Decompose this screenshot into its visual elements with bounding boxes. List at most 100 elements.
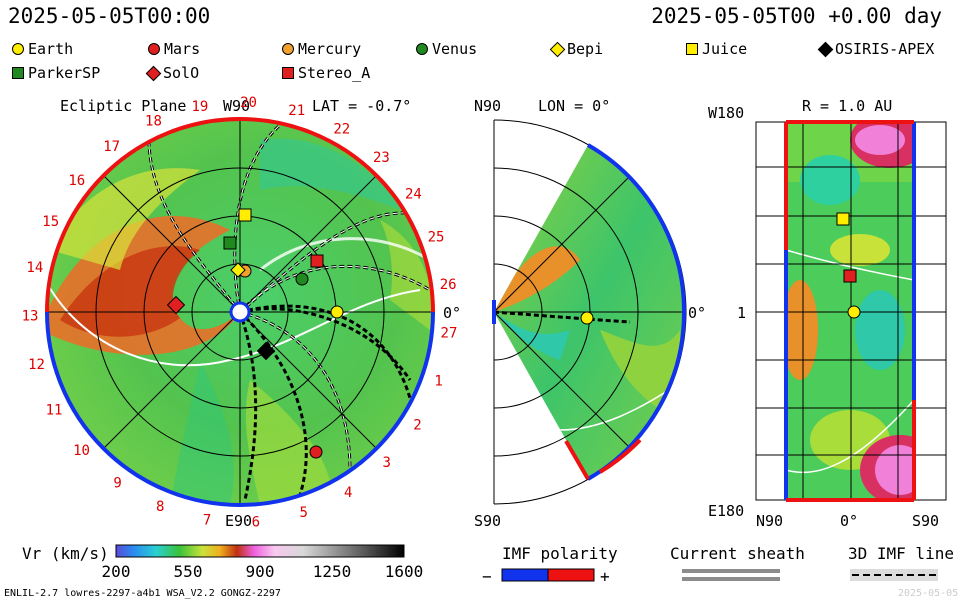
legend-bepi: Bepi	[549, 40, 604, 58]
ecliptic-rim-negative	[45, 311, 435, 507]
rect-x-right: S90	[912, 512, 939, 530]
carrington-tick-label: 21	[288, 103, 305, 119]
legend-mars: Mars	[148, 40, 200, 58]
ecliptic-top-label: W90	[223, 97, 250, 115]
legend-label: Venus	[432, 40, 478, 58]
meridional-panel	[492, 119, 687, 505]
rect-bottom-left: E180	[708, 502, 744, 520]
mars-marker-icon	[309, 445, 323, 459]
carrington-tick-label: 27	[441, 326, 458, 342]
earth-marker-icon	[12, 43, 24, 55]
carrington-tick-label: 20	[240, 95, 257, 111]
legend-label: Stereo_A	[298, 64, 371, 82]
parker-marker-icon	[223, 236, 237, 250]
carrington-tick-label: 8	[156, 499, 164, 515]
carrington-tick-label: 22	[333, 121, 350, 137]
meridional-lon-label: LON = 0°	[538, 97, 610, 115]
venus-marker-icon	[416, 43, 428, 55]
imf-line-swatch	[850, 569, 938, 581]
mars-marker-icon	[148, 43, 160, 55]
colorbar-ticks: 200 550 900 1250 1600	[102, 562, 424, 581]
ecliptic-lat-label: LAT = -0.7°	[312, 97, 411, 115]
legend-juice: Juice	[686, 40, 747, 58]
colorbar-label: Vr (km/s)	[22, 544, 109, 563]
colorbar-tick-label: 900	[246, 562, 275, 581]
juice-marker-icon	[836, 212, 850, 226]
carrington-tick-label: 6	[252, 514, 260, 530]
body-legend: Earth Mars Mercury Venus Bepi Juice OSIR…	[0, 38, 960, 86]
solo-marker-icon	[166, 295, 186, 315]
carrington-tick-label: 19	[192, 99, 209, 115]
imf-positive-swatch	[547, 568, 595, 582]
meridional-right-label: 0°	[688, 304, 706, 322]
carrington-tick-label: 16	[68, 173, 85, 189]
rect-panel	[755, 120, 947, 502]
juice-marker-icon	[686, 43, 698, 55]
carrington-tick-label: 3	[383, 455, 391, 471]
carrington-tick-label: 23	[373, 150, 390, 166]
imf-line-label: 3D IMF line	[848, 544, 954, 563]
stereo-marker-icon	[310, 254, 324, 268]
colorbar-tick-label: 200	[102, 562, 131, 581]
ecliptic-right-label: 0°	[443, 304, 461, 322]
carrington-tick-label: 25	[428, 230, 445, 246]
legend-venus: Venus	[416, 40, 477, 58]
carrington-tick-label: 14	[26, 260, 43, 276]
legend-label: Bepi	[567, 40, 604, 58]
legend-label: Earth	[28, 40, 74, 58]
carrington-tick-label: 12	[28, 357, 45, 373]
rect-r-label: R = 1.0 AU	[802, 97, 892, 115]
legend-earth: Earth	[12, 40, 73, 58]
carrington-tick-label: 11	[46, 403, 63, 419]
legend-osiris: OSIRIS-APEX	[817, 40, 935, 58]
carrington-tick-label: 5	[300, 505, 308, 521]
current-sheath-swatch	[682, 569, 780, 573]
imf-negative-swatch	[501, 568, 549, 582]
carrington-tick-label: 15	[42, 214, 59, 230]
colorbar	[115, 544, 405, 558]
imf-polarity-label: IMF polarity	[502, 544, 618, 563]
legend-label: ParkerSP	[28, 64, 101, 82]
ecliptic-panel	[45, 117, 435, 507]
footer-date: 2025-05-05	[898, 588, 958, 599]
rect-x-mid: 0°	[840, 512, 858, 530]
carrington-tick-label: 26	[440, 277, 457, 293]
carrington-tick-label: 10	[73, 443, 90, 459]
meridional-bottom-left: S90	[474, 512, 501, 530]
carrington-tick-label: 7	[203, 512, 211, 528]
legend-mercury: Mercury	[282, 40, 361, 58]
carrington-tick-label: 9	[113, 476, 121, 492]
carrington-tick-label: 1	[434, 373, 442, 389]
rect-top-left: W180	[708, 104, 744, 122]
legend-parker: ParkerSP	[12, 64, 100, 82]
rect-x-left: N90	[756, 512, 783, 530]
earth-marker-icon	[847, 305, 861, 319]
rect-left-mid: 1	[737, 304, 746, 322]
time-offset: 2025-05-05T00 +0.00 day	[651, 4, 942, 28]
earth-marker-icon	[580, 311, 594, 325]
mercury-marker-icon	[282, 43, 294, 55]
ecliptic-rim-positive	[45, 117, 435, 313]
imf-plus: +	[600, 567, 610, 586]
parker-marker-icon	[12, 67, 24, 79]
legend-label: Mercury	[298, 40, 362, 58]
current-sheath-label: Current sheath	[670, 544, 805, 563]
time-stamp: 2025-05-05T00:00	[8, 4, 211, 28]
legend-label: Mars	[164, 40, 201, 58]
colorbar-tick-label: 1250	[313, 562, 352, 581]
stereo-marker-icon	[843, 269, 857, 283]
carrington-tick-label: 2	[413, 417, 421, 433]
carrington-tick-label: 4	[344, 485, 352, 501]
carrington-tick-label: 13	[22, 309, 39, 325]
current-sheath-swatch-2	[682, 577, 780, 581]
earth-marker-icon	[330, 305, 344, 319]
meridional-top-left: N90	[474, 97, 501, 115]
legend-label: Juice	[702, 40, 748, 58]
osiris-marker-icon	[256, 341, 276, 361]
venus-marker-icon	[295, 272, 309, 286]
bepi-marker-icon	[230, 262, 246, 278]
carrington-ticks: 19 20 212223242526271234567891011121314151…	[22, 95, 458, 530]
legend-label: OSIRIS-APEX	[835, 40, 935, 58]
footer-model: ENLIL-2.7 lowres-2297-a4b1 WSA_V2.2 GONG…	[4, 588, 281, 599]
carrington-tick-label: 18	[145, 114, 162, 130]
